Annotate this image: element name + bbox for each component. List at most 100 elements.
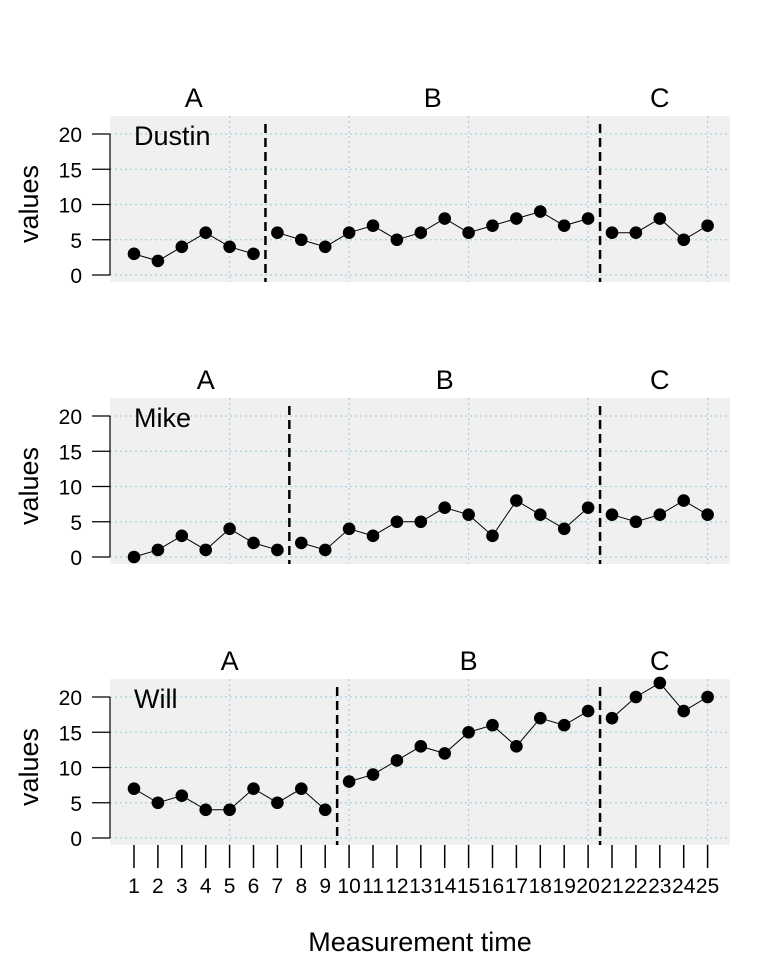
- x-tick-label: 8: [295, 875, 307, 898]
- data-point: [127, 550, 141, 564]
- data-point: [318, 543, 332, 557]
- x-tick-label: 15: [457, 875, 480, 898]
- y-tick-label: 20: [59, 406, 82, 429]
- data-point: [247, 247, 260, 261]
- x-tick-label: 13: [409, 875, 432, 898]
- data-point: [318, 803, 332, 817]
- x-axis: 1 2 3 4 5 6 7 8 9 10 11 12 13 14 15 16 17 18 19 20 21 22 23 24 2…: [128, 845, 719, 898]
- phase-label: C: [650, 83, 670, 113]
- data-point: [462, 226, 475, 239]
- panel-will: 0 5 10 15 20 values A B C Will: [14, 646, 730, 851]
- x-tick-label: 23: [648, 875, 671, 898]
- y-tick-label: 0: [70, 265, 82, 288]
- data-point: [653, 212, 667, 225]
- data-point: [175, 789, 189, 802]
- phase-label: B: [424, 83, 442, 113]
- x-tick-label: 14: [433, 875, 457, 898]
- data-point: [271, 796, 284, 810]
- case-label: Dustin: [134, 121, 211, 151]
- x-tick-label: 25: [696, 875, 719, 898]
- x-tick-label: 18: [529, 875, 552, 898]
- data-point: [199, 543, 212, 557]
- x-tick-label: 11: [362, 875, 384, 898]
- data-point: [677, 494, 690, 507]
- data-point: [199, 803, 212, 817]
- panel-background: [110, 116, 730, 282]
- x-tick-label: 10: [337, 875, 360, 898]
- data-point: [295, 536, 308, 550]
- data-point: [438, 212, 452, 225]
- data-point: [462, 725, 475, 739]
- data-point: [534, 508, 547, 521]
- y-axis-label: values: [14, 728, 44, 806]
- phase-label: C: [650, 365, 670, 395]
- data-point: [653, 676, 667, 690]
- panel-background: [110, 398, 730, 564]
- y-tick-label: 0: [70, 828, 82, 851]
- phase-label: A: [185, 83, 203, 113]
- data-point: [462, 508, 475, 521]
- data-point: [271, 226, 284, 239]
- x-axis-label: Measurement time: [308, 927, 532, 957]
- data-point: [534, 711, 547, 725]
- data-point: [127, 247, 141, 261]
- data-point: [175, 529, 189, 543]
- data-point: [701, 690, 714, 704]
- data-point: [390, 515, 404, 529]
- data-point: [510, 494, 523, 507]
- data-point: [486, 529, 499, 543]
- data-point: [247, 782, 260, 795]
- x-tick-label: 2: [152, 875, 164, 898]
- data-point: [223, 240, 236, 254]
- case-label: Mike: [134, 403, 191, 433]
- case-label: Will: [134, 684, 177, 714]
- data-point: [605, 226, 619, 239]
- data-point: [557, 219, 571, 232]
- data-point: [223, 803, 236, 817]
- data-point: [366, 219, 380, 232]
- data-point: [701, 219, 714, 232]
- data-point: [271, 543, 284, 557]
- data-point: [247, 536, 260, 550]
- data-point: [701, 508, 714, 521]
- y-tick-label: 5: [70, 512, 82, 535]
- data-point: [151, 796, 165, 810]
- data-point: [534, 205, 547, 218]
- data-point: [629, 690, 643, 704]
- data-point: [438, 747, 452, 760]
- y-tick-label: 10: [59, 758, 82, 781]
- x-tick-label: 12: [385, 875, 408, 898]
- data-point: [629, 515, 643, 529]
- panel-background: [110, 679, 730, 845]
- data-point: [390, 754, 404, 767]
- data-point: [486, 718, 499, 732]
- x-tick-label: 20: [576, 875, 599, 898]
- phase-label: C: [650, 646, 670, 676]
- data-point: [295, 782, 308, 795]
- phase-label: B: [460, 646, 478, 676]
- x-tick-label: 1: [128, 875, 140, 898]
- x-tick-label: 22: [624, 875, 647, 898]
- phase-label: A: [197, 365, 215, 395]
- data-point: [653, 508, 667, 521]
- x-tick-label: 21: [600, 875, 623, 898]
- data-point: [629, 226, 643, 239]
- data-point: [510, 212, 523, 225]
- data-point: [390, 233, 404, 247]
- y-tick-label: 20: [59, 687, 82, 710]
- data-point: [366, 529, 380, 543]
- data-point: [438, 501, 452, 514]
- x-tick-label: 19: [553, 875, 576, 898]
- data-point: [175, 240, 189, 254]
- y-tick-label: 20: [59, 124, 82, 147]
- data-point: [581, 501, 595, 514]
- y-tick-label: 10: [59, 195, 82, 218]
- x-tick-label: 4: [200, 875, 212, 898]
- data-point: [414, 515, 428, 529]
- y-axis-label: values: [14, 165, 44, 243]
- data-point: [151, 254, 165, 268]
- x-tick-label: 5: [224, 875, 236, 898]
- data-point: [677, 704, 690, 718]
- x-tick-label: 24: [672, 875, 696, 898]
